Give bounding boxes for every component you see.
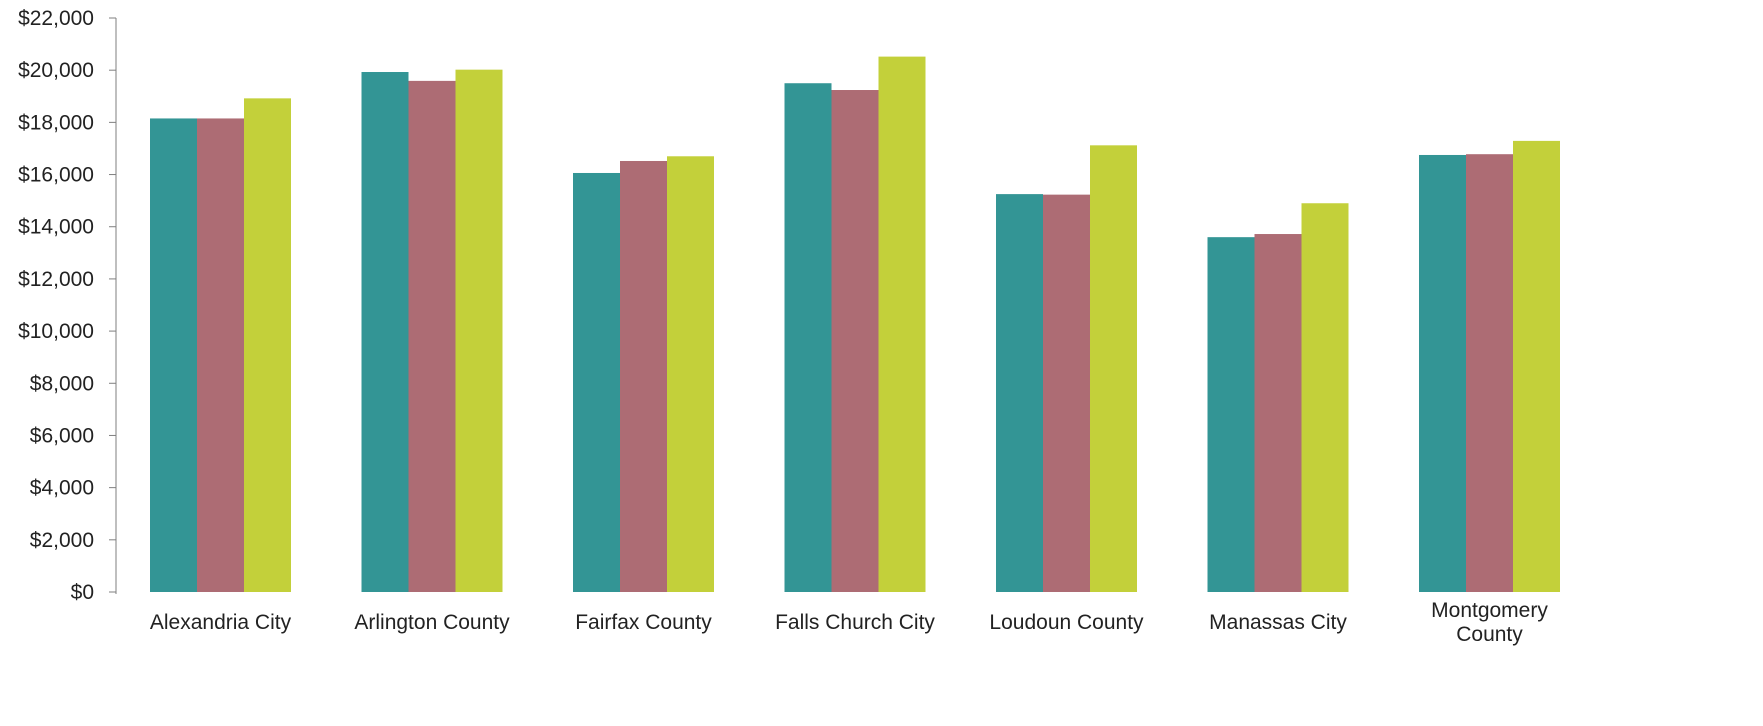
y-tick-label: $20,000: [18, 59, 94, 82]
bar: [408, 80, 456, 592]
y-tick-label: $22,000: [18, 7, 94, 30]
bar: [1043, 194, 1090, 593]
bar: [620, 160, 667, 592]
x-axis-labels: Alexandria City Arlington County Fairfax C…: [150, 599, 1548, 646]
bar: [667, 156, 714, 593]
y-tick-label: $6,000: [30, 424, 94, 447]
bar: [1513, 140, 1560, 592]
bar: [996, 194, 1043, 592]
x-category-label: Falls Church City: [775, 611, 935, 634]
bar: [878, 56, 926, 592]
bar: [1419, 154, 1466, 592]
y-tick-label: $8,000: [30, 372, 94, 395]
x-category-label: Fairfax County: [575, 611, 712, 634]
bar: [197, 118, 244, 592]
bar: [361, 72, 409, 592]
bar: [1090, 145, 1137, 592]
bar: [1254, 234, 1302, 593]
y-tick-label: $2,000: [30, 529, 94, 552]
y-axis-ticks: $0 $2,000 $4,000 $6,000 $8,000 $10,000 $12,000…: [18, 7, 116, 604]
y-tick-label: $14,000: [18, 216, 94, 239]
bar: [831, 90, 879, 592]
x-category-label: Manassas City: [1209, 611, 1347, 634]
bar: [244, 98, 291, 593]
x-category-label: Loudoun County: [989, 611, 1144, 634]
bar: [1207, 237, 1255, 592]
y-tick-label: $16,000: [18, 164, 94, 187]
x-category-label: Montgomery County: [1431, 599, 1548, 646]
y-tick-label: $10,000: [18, 320, 94, 343]
y-tick-label: $18,000: [18, 111, 94, 134]
bar: [784, 83, 832, 593]
y-tick-label: $4,000: [30, 477, 94, 500]
y-tick-label: $12,000: [18, 268, 94, 291]
bar: [1301, 203, 1349, 592]
y-tick-label: $0: [71, 581, 94, 604]
x-category-label: Alexandria City: [150, 611, 292, 634]
bar: [455, 69, 503, 592]
bar: [573, 172, 620, 593]
bar: [1466, 154, 1513, 592]
bars: [150, 56, 1560, 593]
bar: [150, 118, 197, 592]
x-category-label: Arlington County: [354, 611, 510, 634]
